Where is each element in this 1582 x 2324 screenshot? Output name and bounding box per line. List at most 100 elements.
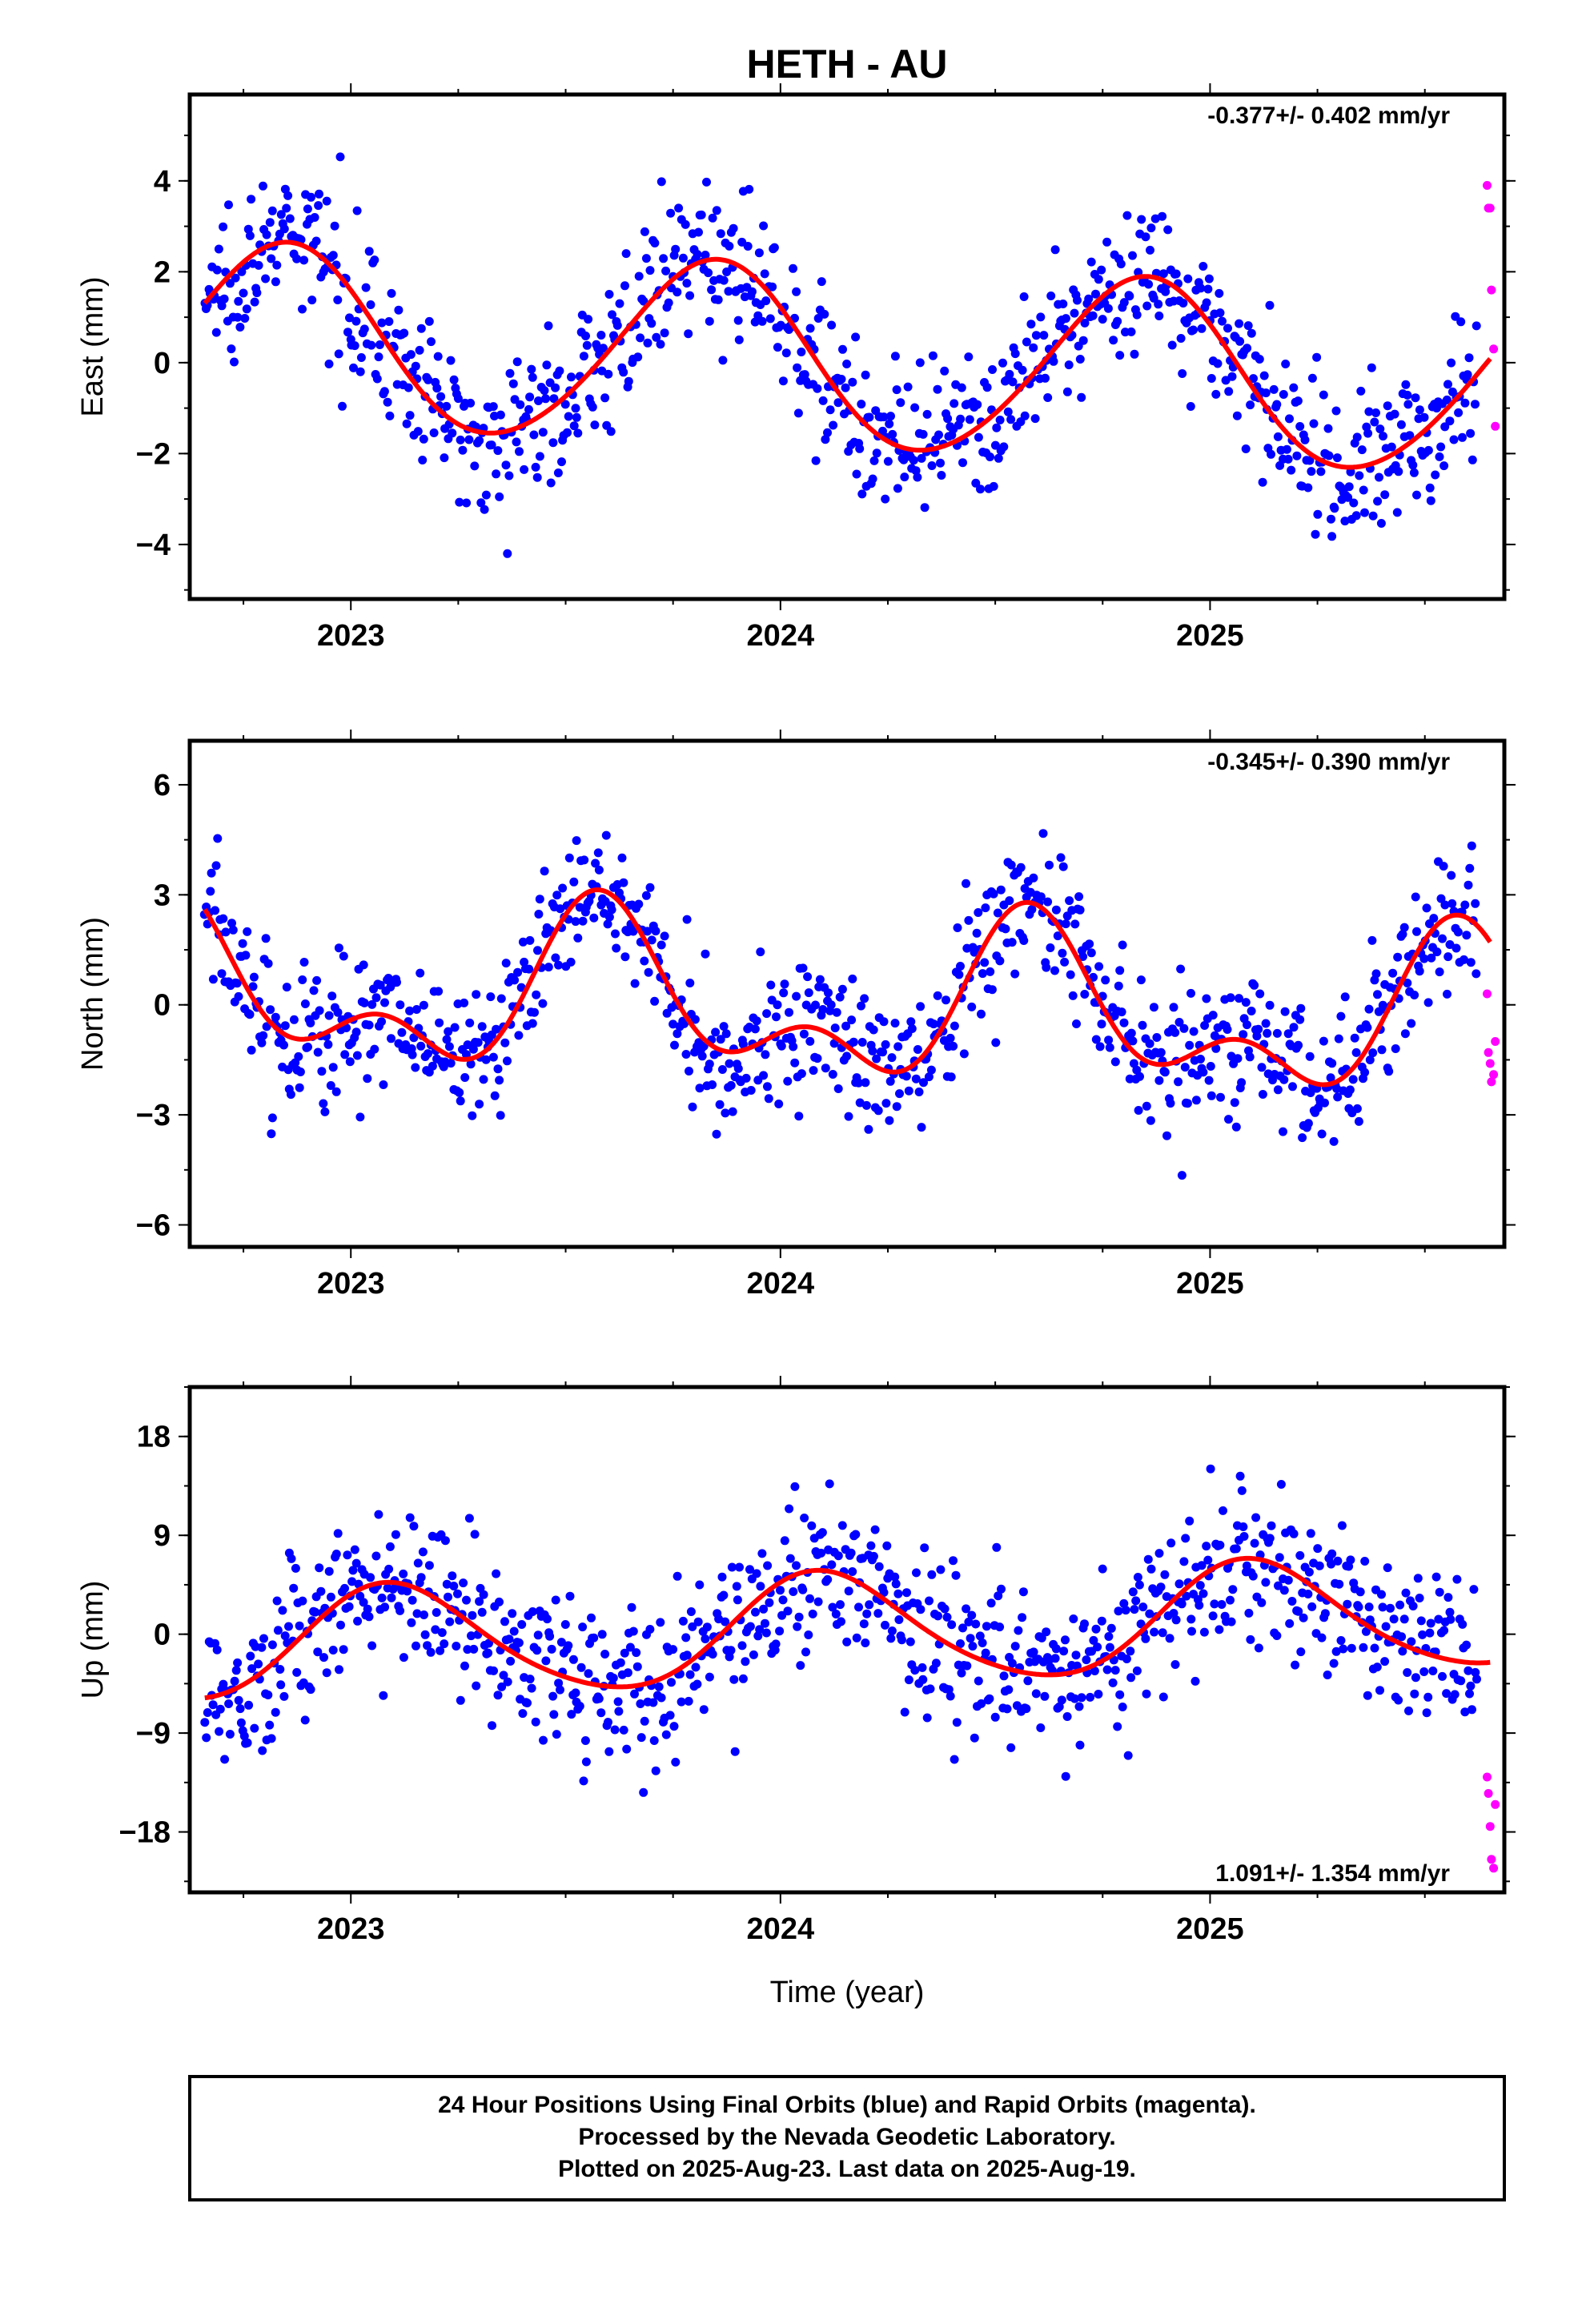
data-point [567, 1710, 576, 1719]
data-point [636, 1733, 646, 1743]
data-point [750, 1024, 760, 1034]
data-point [1178, 369, 1187, 378]
data-point [693, 250, 702, 259]
data-point [1359, 485, 1368, 495]
data-point [778, 376, 788, 386]
data-point [476, 498, 486, 508]
data-point [1150, 1627, 1159, 1637]
data-point [453, 1589, 462, 1598]
data-point [434, 987, 444, 996]
data-point [854, 1602, 863, 1612]
data-point [1333, 1556, 1343, 1566]
data-point [496, 1111, 505, 1120]
data-point [768, 282, 777, 292]
data-point [1072, 1019, 1081, 1028]
data-point [1472, 1675, 1481, 1684]
data-point [604, 912, 614, 922]
data-point [874, 1562, 884, 1571]
data-point [888, 429, 897, 439]
data-point [1115, 1690, 1125, 1699]
data-point [544, 963, 553, 972]
data-point [1101, 975, 1110, 985]
rapid-orbit-points [1483, 989, 1500, 1087]
data-point [946, 1033, 955, 1043]
data-point [280, 1631, 290, 1641]
data-point [796, 1661, 805, 1671]
data-point [650, 239, 660, 247]
rapid-orbit-points [1483, 181, 1500, 431]
data-point [694, 227, 703, 237]
data-point [1272, 1028, 1282, 1038]
data-point [861, 1078, 870, 1088]
data-point [636, 333, 645, 343]
data-point [613, 1697, 623, 1707]
data-point [508, 379, 518, 388]
data-point [206, 887, 215, 896]
data-point [1158, 1628, 1167, 1638]
y-tick-label: 4 [154, 165, 171, 199]
data-point [761, 296, 771, 306]
data-point [1059, 1647, 1069, 1656]
data-point [708, 1080, 717, 1089]
data-point [463, 1645, 472, 1655]
data-point [534, 396, 543, 405]
data-point [1348, 1075, 1358, 1084]
data-point [630, 1689, 639, 1699]
data-point [575, 1702, 584, 1711]
data-point [538, 999, 548, 1008]
data-point [911, 466, 921, 476]
data-point [427, 337, 436, 347]
data-point [920, 1543, 930, 1553]
data-point [449, 375, 459, 384]
x-tick-label: 2025 [1176, 1267, 1244, 1301]
data-point [842, 1637, 852, 1647]
data-point [1273, 1085, 1283, 1095]
data-point [950, 1021, 959, 1031]
data-point [990, 1712, 1000, 1722]
data-point [1288, 1082, 1297, 1092]
data-point [600, 393, 610, 403]
data-point [408, 1595, 417, 1605]
data-point [328, 1063, 338, 1072]
data-point [928, 351, 938, 360]
final-orbit-points [199, 829, 1481, 1180]
data-point [967, 1610, 977, 1620]
data-point [800, 1514, 809, 1522]
data-point [267, 1129, 276, 1139]
data-point [857, 489, 867, 499]
data-point [918, 429, 928, 439]
data-point [1347, 1643, 1356, 1653]
data-point [1390, 409, 1399, 419]
data-point [512, 437, 521, 447]
data-point [681, 1050, 691, 1059]
data-point [431, 1625, 440, 1634]
data-point [1136, 975, 1146, 985]
data-point [1206, 1062, 1215, 1071]
data-point [1077, 1693, 1086, 1703]
data-point [774, 1100, 784, 1108]
data-point [344, 1602, 354, 1611]
rapid-point [1484, 1047, 1493, 1057]
footer-box: 24 Hour Positions Using Final Orbits (bl… [188, 2075, 1506, 2201]
data-point [956, 1639, 965, 1648]
data-point [1412, 490, 1421, 500]
data-point [792, 287, 801, 296]
data-point [1075, 1740, 1085, 1750]
data-point [1356, 386, 1366, 396]
data-point [664, 298, 673, 308]
data-point [749, 1650, 758, 1659]
data-point [785, 1007, 793, 1017]
rapid-orbit-points [1483, 1772, 1500, 1873]
data-point [1050, 1654, 1060, 1663]
data-point [1355, 471, 1364, 480]
velocity-label: 1.091+/- 1.354 mm/yr [1215, 1860, 1450, 1887]
data-point [661, 1730, 671, 1739]
data-point [364, 1612, 374, 1622]
data-point [1061, 314, 1070, 324]
data-point [688, 1622, 697, 1631]
data-point [1319, 390, 1328, 400]
data-point [1258, 1090, 1267, 1099]
data-point [1138, 1602, 1148, 1612]
data-point [271, 1012, 280, 1022]
data-point [920, 503, 930, 513]
